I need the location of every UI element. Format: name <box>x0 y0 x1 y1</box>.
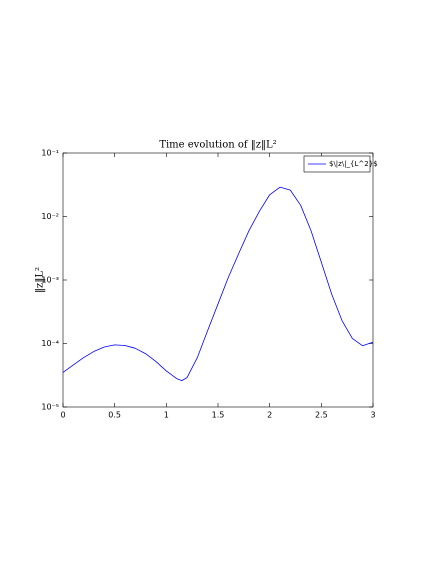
x-tick-label: 3 <box>370 411 375 420</box>
chart-title: Time evolution of ‖z‖L² <box>159 140 276 151</box>
x-tick-label: 0.5 <box>108 411 121 420</box>
y-tick-label: 10⁻¹ <box>41 149 59 158</box>
plot-frame <box>62 152 374 408</box>
legend-label: $\|z\|_{L^2}$ <box>329 160 378 168</box>
y-axis-label: ‖z‖L² <box>35 267 46 293</box>
y-tick-label: 10⁻⁴ <box>41 339 59 348</box>
legend-box <box>303 155 371 173</box>
x-tick-label: 1 <box>164 411 169 420</box>
data-line <box>62 186 374 382</box>
x-tick-label: 0 <box>60 411 65 420</box>
x-tick-label: 2.5 <box>315 411 328 420</box>
x-tick-label: 2 <box>267 411 272 420</box>
y-tick-label: 10⁻⁵ <box>41 403 59 412</box>
x-tick-label: 1.5 <box>212 411 225 420</box>
y-tick-label: 10⁻² <box>41 212 59 221</box>
y-tick-label: 10⁻³ <box>41 276 59 285</box>
